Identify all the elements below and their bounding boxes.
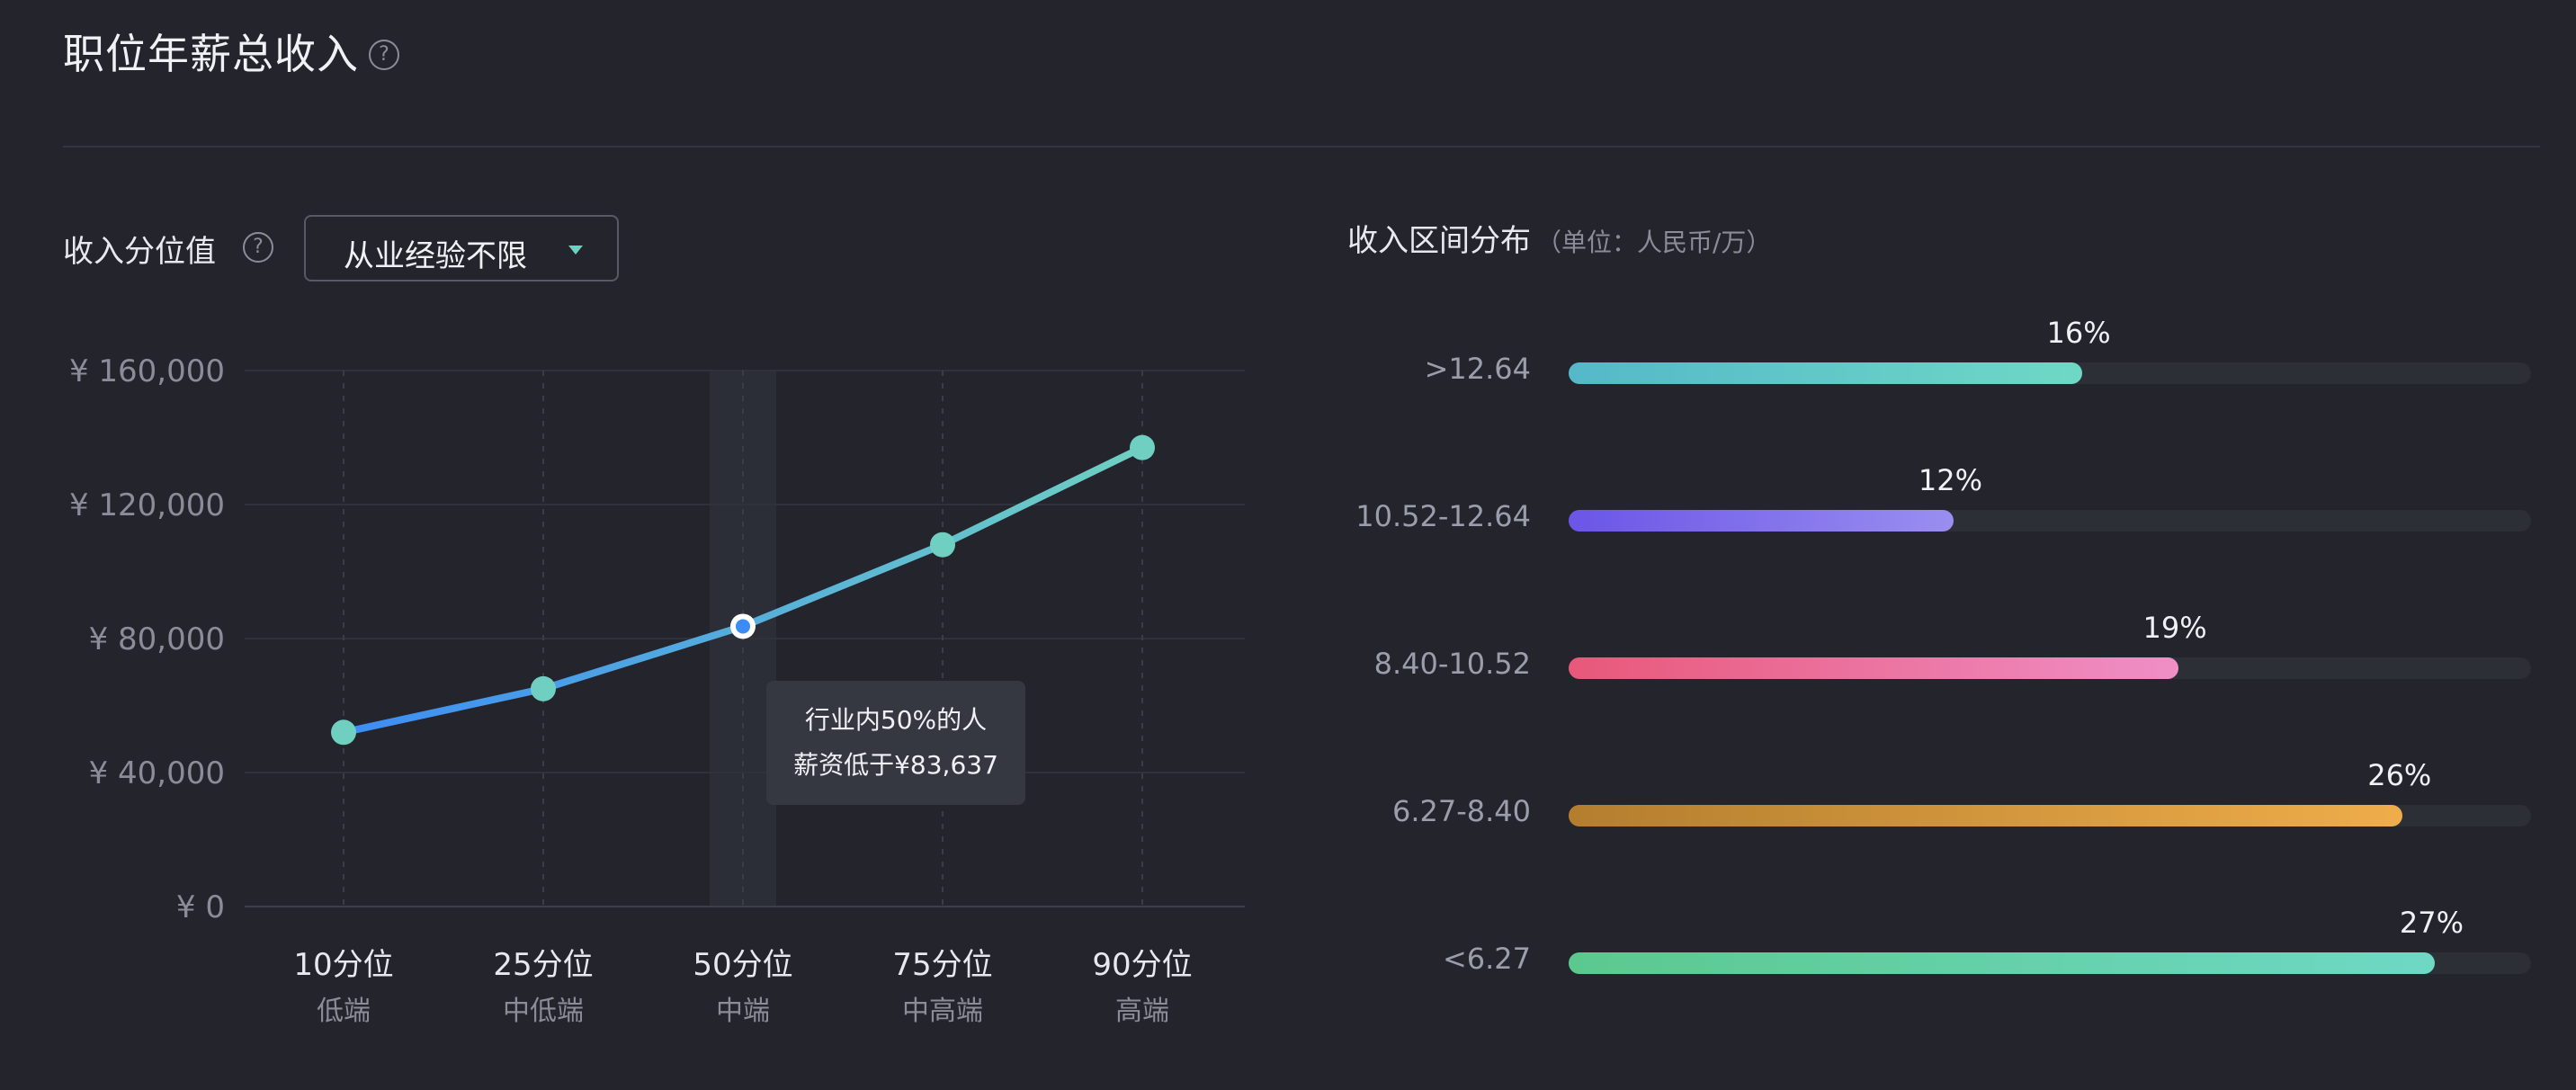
x-tick-sublabel: 高端 [1115, 996, 1169, 1027]
x-tick-sublabel: 中高端 [902, 996, 983, 1027]
bar-row: 10.52-12.64 12% [1340, 463, 2531, 544]
bar-category-label: 10.52-12.64 [1355, 499, 1531, 533]
tooltip-line-2: 薪资低于¥83,637 [793, 750, 998, 780]
x-tick-label: 10分位 [293, 947, 393, 983]
bar-value-label: 16% [2046, 316, 2111, 350]
x-tick-label: 25分位 [493, 947, 593, 983]
x-tick-label: 75分位 [892, 947, 992, 983]
y-tick-label: ¥ 0 [176, 889, 225, 925]
data-point [1130, 434, 1155, 460]
bar-track: 27% [1569, 906, 2531, 974]
bar [1569, 510, 1954, 532]
bar-value-label: 26% [2367, 758, 2432, 792]
bar-track: 26% [1569, 758, 2531, 826]
page-title: 职位年薪总收入 [63, 30, 359, 78]
income-percentile-label: 收入分位值 [63, 234, 216, 270]
bar-category-label: >12.64 [1424, 352, 1531, 386]
y-tick-label: ¥ 80,000 [89, 621, 225, 657]
bar [1569, 952, 2435, 974]
experience-dropdown[interactable]: 从业经验不限 [304, 215, 619, 281]
percentile-line-chart: ¥ 0 ¥ 40,000 ¥ 80,000 ¥ 120,000 ¥ 160,000 10分… [69, 353, 1245, 1027]
bar [1569, 657, 2178, 679]
bar-track: 16% [1569, 316, 2531, 384]
data-point [531, 675, 556, 701]
data-point-highlighted-core [736, 619, 750, 634]
experience-dropdown-value: 从业经验不限 [344, 238, 527, 274]
bar-track: 12% [1569, 463, 2531, 532]
tooltip-line-1: 行业内50%的人 [804, 705, 988, 735]
x-tick-sublabel: 中端 [716, 996, 770, 1027]
caret-down-icon [568, 246, 583, 255]
data-point [930, 532, 955, 558]
x-tick-sublabel: 中低端 [503, 996, 584, 1027]
bar [1569, 362, 2082, 384]
x-tick-label: 50分位 [693, 947, 792, 983]
bar-value-label: 19% [2142, 611, 2207, 645]
x-tick-label: 90分位 [1092, 947, 1192, 983]
data-point [331, 719, 356, 746]
bar-category-label: <6.27 [1442, 942, 1531, 976]
y-tick-label: ¥ 40,000 [89, 755, 225, 791]
bar-row: 6.27-8.40 26% [1340, 758, 2531, 839]
income-distribution-title-text: 收入区间分布 [1347, 223, 1531, 259]
bar-track: 19% [1569, 611, 2531, 679]
bar [1569, 805, 2403, 826]
divider [63, 146, 2540, 147]
x-tick-sublabel: 低端 [317, 996, 371, 1027]
y-tick-label: ¥ 120,000 [69, 487, 225, 523]
y-tick-label: ¥ 160,000 [69, 353, 225, 389]
bar-row: >12.64 16% [1340, 316, 2531, 397]
bar-row: <6.27 27% [1340, 906, 2531, 987]
bar-category-label: 6.27-8.40 [1391, 794, 1531, 828]
chart-tooltip: 行业内50%的人 薪资低于¥83,637 [766, 681, 1025, 805]
bar-row: 8.40-10.52 19% [1340, 611, 2531, 692]
help-icon[interactable]: ? [369, 40, 399, 70]
income-distribution-title: 收入区间分布 （单位：人民币/万） [1347, 216, 1771, 260]
help-icon[interactable]: ? [243, 232, 273, 263]
bar-value-label: 12% [1918, 463, 1983, 497]
bar-category-label: 8.40-10.52 [1373, 647, 1531, 681]
unit-label: （单位：人民币/万） [1536, 228, 1772, 257]
bar-value-label: 27% [2399, 906, 2464, 940]
